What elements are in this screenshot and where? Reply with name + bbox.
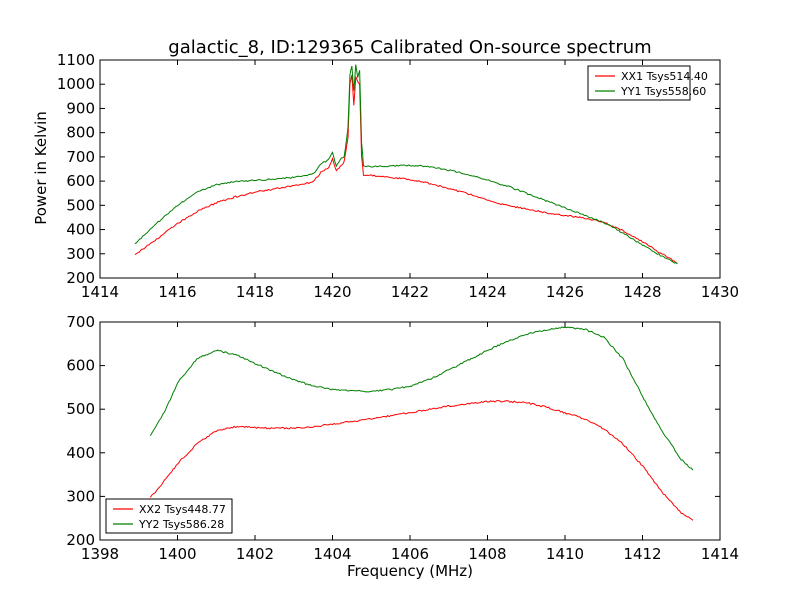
- x-tick-label: 1430: [701, 283, 739, 301]
- series-line-0-0: [134, 74, 678, 264]
- x-tick-label: 1400: [158, 545, 196, 563]
- y-tick-label: 400: [66, 221, 95, 239]
- y-tick-label: 300: [66, 245, 95, 263]
- legend-box: [105, 498, 233, 534]
- legend-label: XX1 Tsys514.40: [621, 70, 708, 83]
- y-tick-label: 700: [66, 148, 95, 166]
- x-tick-label: 1398: [81, 545, 119, 563]
- y-tick-label: 200: [66, 269, 95, 287]
- y-tick-label: 500: [66, 196, 95, 214]
- y-tick-label: 200: [66, 531, 95, 549]
- y-tick-label: 300: [66, 487, 95, 505]
- y-tick-label: 800: [66, 124, 95, 142]
- chart-bottom-plot-area: 1398 1400 1402 1404 1406 1408 1410 1412 1414 200 3…: [66, 313, 739, 563]
- x-tick-label: 1418: [236, 283, 274, 301]
- legend-label: YY1 Tsys558.60: [620, 85, 706, 98]
- x-tick-label: 1420: [313, 283, 351, 301]
- chart-bottom: Frequency (MHz) 1398 1400 1402 1404 1406 1408…: [66, 313, 739, 580]
- x-tick-label: 1408: [468, 545, 506, 563]
- y-tick-label: 700: [66, 313, 95, 331]
- chart-top: galactic_8, ID:129365 Calibrated On-sour…: [32, 37, 739, 301]
- x-tick-label: 1402: [236, 545, 274, 563]
- x-tick-label: 1414: [81, 283, 119, 301]
- chart-top-ylabel: Power in Kelvin: [32, 111, 50, 225]
- x-tick-label: 1406: [391, 545, 429, 563]
- x-tick-label: 1422: [391, 283, 429, 301]
- y-tick-label: 600: [66, 172, 95, 190]
- y-tick-label: 400: [66, 444, 95, 462]
- y-tick-label: 600: [66, 357, 95, 375]
- chart-top-plot-area: 1414 1416 1418 1420 1422 1424 1426 1428 1430 200 3…: [57, 51, 739, 301]
- legend-box: [587, 65, 691, 101]
- series-line-1-1: [149, 326, 694, 471]
- chart-bottom-xlabel: Frequency (MHz): [347, 562, 473, 580]
- x-tick-label: 1426: [546, 283, 584, 301]
- x-tick-label: 1404: [313, 545, 351, 563]
- x-tick-label: 1428: [623, 283, 661, 301]
- x-tick-label: 1410: [546, 545, 584, 563]
- series-line-0-1: [134, 64, 678, 265]
- y-tick-label: 1100: [57, 51, 95, 69]
- x-tick-label: 1412: [623, 545, 661, 563]
- y-tick-label: 500: [66, 400, 95, 418]
- y-tick-label: 1000: [57, 75, 95, 93]
- x-tick-label: 1414: [701, 545, 739, 563]
- x-tick-label: 1416: [158, 283, 196, 301]
- x-tick-label: 1424: [468, 283, 506, 301]
- legend-label: XX2 Tsys448.77: [139, 503, 226, 516]
- legend-label: YY2 Tsys586.28: [138, 518, 224, 531]
- y-tick-label: 900: [66, 99, 95, 117]
- series-line-1-0: [149, 400, 694, 521]
- chart-top-title: galactic_8, ID:129365 Calibrated On-sour…: [168, 37, 651, 58]
